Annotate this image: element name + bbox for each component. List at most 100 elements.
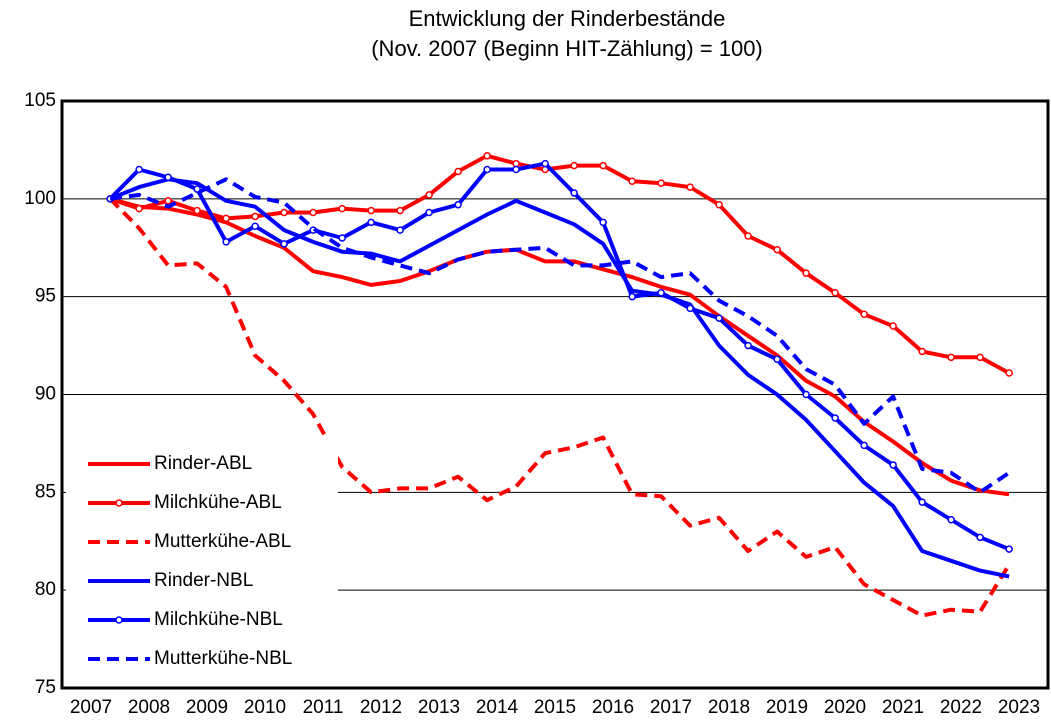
series-marker — [744, 232, 752, 240]
series-marker — [425, 208, 433, 217]
y-tick-label: 100 — [24, 188, 56, 209]
series-marker — [251, 222, 259, 230]
series-marker — [135, 204, 143, 213]
series-marker — [599, 161, 607, 170]
series-marker — [512, 165, 520, 174]
series-marker — [715, 314, 723, 322]
y-tick-label: 80 — [35, 579, 56, 600]
series-marker — [570, 189, 578, 197]
series-marker — [164, 197, 172, 205]
series-marker — [135, 165, 143, 174]
x-tick-label: 2014 — [476, 697, 519, 718]
x-tick-label: 2007 — [70, 697, 112, 718]
chart-title: Entwicklung der Rinderbestände — [409, 6, 726, 31]
series-marker — [947, 515, 955, 524]
series-marker — [222, 238, 230, 246]
series-marker — [686, 304, 694, 313]
series-marker — [222, 214, 230, 223]
plot-border — [60, 99, 1050, 690]
legend-marker — [115, 616, 123, 624]
legend-marker — [115, 499, 123, 507]
series-marker — [1005, 545, 1013, 553]
x-tick-label: 2008 — [128, 697, 170, 718]
series-marker — [309, 208, 317, 217]
series-marker — [367, 218, 375, 227]
series-marker — [976, 353, 984, 362]
x-tick-label: 2009 — [186, 697, 228, 718]
series-marker — [860, 310, 868, 319]
series-marker — [976, 533, 984, 542]
series-line — [109, 196, 1010, 497]
y-tick-label: 85 — [35, 481, 56, 502]
series-marker — [831, 414, 839, 422]
series-line — [109, 177, 1011, 495]
series-marker — [454, 167, 462, 176]
series-marker — [831, 289, 839, 297]
series-marker — [889, 461, 897, 469]
series-marker — [657, 289, 665, 297]
series-marker — [396, 226, 404, 234]
y-tick-label: 75 — [35, 677, 56, 698]
series-marker — [483, 165, 491, 174]
series-marker — [947, 353, 955, 362]
legend: Rinder-ABL Milchkühe-ABL Mutterkühe-ABL Rin… — [66, 438, 338, 684]
series-marker — [686, 183, 694, 191]
series-marker — [541, 159, 549, 168]
x-tick-label: 2018 — [708, 697, 750, 718]
series-marker — [338, 204, 346, 213]
y-tick-label: 105 — [24, 90, 56, 111]
series-marker — [425, 191, 433, 199]
series-marker — [599, 218, 607, 227]
series-marker — [773, 355, 781, 364]
series-marker — [802, 390, 810, 399]
series-marker — [280, 208, 288, 217]
series-marker — [918, 498, 926, 506]
series-marker — [483, 152, 491, 160]
x-tick-label: 2016 — [592, 697, 634, 718]
series-line — [109, 153, 1011, 375]
series-marker — [570, 161, 578, 170]
series-marker — [628, 292, 636, 301]
x-tick-label: 2020 — [824, 697, 866, 718]
x-tick-label: 2011 — [303, 697, 344, 718]
series-line — [108, 197, 1011, 618]
series-marker — [251, 212, 259, 221]
series-marker — [454, 200, 462, 209]
legend-label: Rinder-NBL — [154, 570, 253, 591]
chart-subtitle: (Nov. 2007 (Beginn HIT-Zählung) = 100) — [371, 36, 763, 61]
x-tick-label: 2013 — [418, 697, 460, 718]
legend-box — [66, 438, 338, 684]
series-marker — [889, 322, 897, 330]
series-line — [109, 177, 1010, 579]
series-marker — [1005, 369, 1013, 377]
series-marker — [860, 441, 868, 450]
series-marker — [773, 245, 781, 254]
y-tick-label: 90 — [35, 384, 56, 405]
series-marker — [512, 159, 520, 168]
series-marker — [628, 177, 636, 185]
series-line — [108, 161, 1010, 551]
x-tick-label: 2021 — [882, 697, 924, 718]
x-tick-label: 2023 — [998, 697, 1040, 718]
series-marker — [367, 206, 375, 215]
series-marker — [918, 347, 926, 356]
series-marker — [164, 173, 172, 182]
legend-label: Rinder-ABL — [154, 453, 252, 474]
series-marker — [715, 200, 723, 209]
x-tick-label: 2019 — [766, 697, 808, 718]
legend-label: Milchkühe-ABL — [154, 492, 282, 513]
x-tick-label: 2010 — [244, 697, 286, 718]
series-marker — [338, 234, 346, 242]
x-tick-label: 2022 — [940, 697, 982, 718]
series-marker — [744, 341, 752, 350]
x-tick-label: 2012 — [360, 697, 402, 718]
legend-label: Mutterkühe-ABL — [154, 531, 291, 552]
x-tick-label: 2015 — [534, 697, 576, 718]
legend-label: Milchkühe-NBL — [154, 609, 283, 630]
series-marker — [280, 240, 288, 248]
y-tick-label: 95 — [35, 286, 56, 307]
legend-label: Mutterkühe-NBL — [154, 648, 292, 669]
series-marker — [802, 269, 810, 277]
